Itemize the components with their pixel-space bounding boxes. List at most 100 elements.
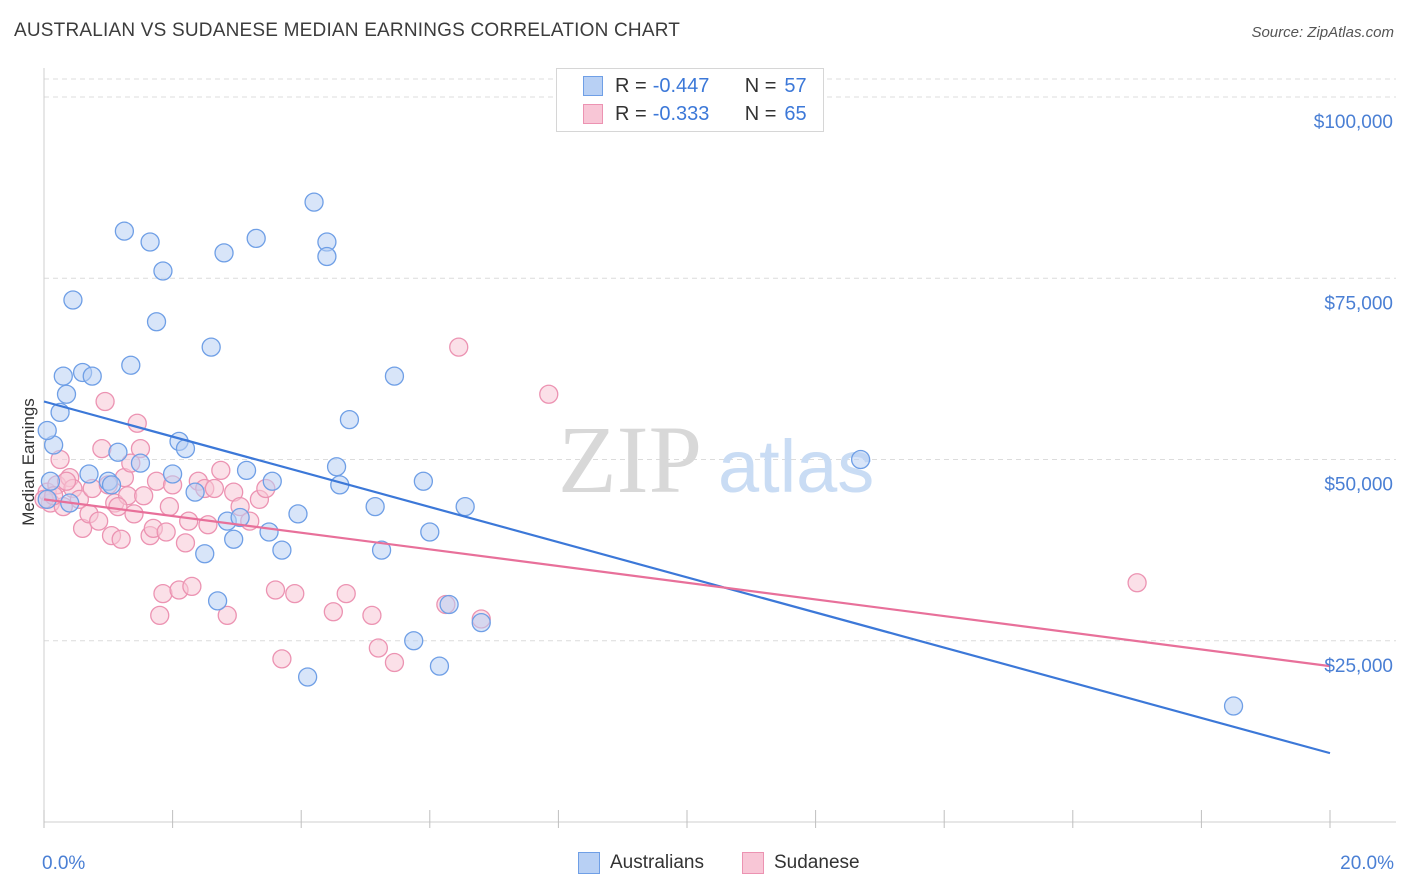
australians-point [429,656,450,676]
australians-points [37,192,1244,716]
chart-title: AUSTRALIAN VS SUDANESE MEDIAN EARNINGS C… [14,20,681,41]
sudanese-point [265,580,286,600]
australians-point [108,442,128,462]
sudanese-point [159,496,180,517]
australians-point [140,232,160,252]
australians-point [162,464,183,484]
australians-point [439,594,459,615]
watermark-atlas: atlas [718,425,874,508]
australians-point [297,667,318,687]
x-tick-label-left: 0.0% [42,853,85,874]
australians-point [384,366,405,386]
legend-n-value: 57 [784,74,807,97]
australians-point [201,337,221,357]
sudanese-point [285,583,305,604]
australians-point [101,475,122,495]
legend-row-sudanese: R = -0.333 N = 65 [583,101,807,127]
watermark: ZIP atlas [558,406,874,513]
australians-point [850,449,871,470]
australians-point [413,471,434,491]
australians-point [153,261,173,281]
australians-point [455,496,475,517]
australians-point [304,192,324,212]
australians-trend-line [43,400,1331,755]
x-tick-label-right: 20.0% [1340,853,1394,874]
sudanese-point [198,515,218,535]
australians-point [246,228,266,249]
legend-n-value: 65 [784,102,807,125]
legend-r-value: -0.333 [652,102,710,125]
australians-point [53,366,73,386]
sudanese-point [108,496,128,517]
australians-point [214,243,234,263]
australians-point [146,312,167,332]
legend-row-australians: R = -0.447 N = 57 [583,73,807,99]
australians-point [339,409,360,430]
sudanese-point [336,583,356,604]
series-legend-sudanese: Sudanese [742,852,860,874]
australians-point [317,246,337,267]
sudanese-point [124,504,144,524]
sudanese-trend-line [43,498,1331,668]
sudanese-point [368,638,389,658]
australians-point [63,290,83,310]
y-tick-label: $25,000 [1324,656,1393,677]
sudanese-point [182,576,202,597]
sudanese-point [362,605,382,626]
australians-point [195,544,215,564]
australians-point [259,522,279,542]
sudanese-point [92,438,112,459]
australians-point [288,504,308,524]
series-label-australians: Australians [610,852,704,873]
legend-r-value: -0.447 [652,74,710,97]
sudanese-point [134,486,154,506]
sudanese-point [179,511,199,531]
sudanese-point [153,583,173,604]
australians-point [471,612,491,633]
sudanese-point [1127,573,1147,593]
sudanese-point [384,652,405,673]
australians-point [1223,696,1244,716]
australians-point [121,355,141,375]
sudanese-point [204,478,225,499]
gridlines [44,78,1396,642]
australians-point [236,460,257,481]
sudanese-point [175,533,196,553]
australians-point [326,457,347,477]
australians-point [37,420,57,441]
source-label: Source: ZipAtlas.com [1251,24,1394,41]
sudanese-point [146,471,167,491]
series-swatch-pink [742,852,764,874]
sudanese-point [323,602,344,622]
tick-labels: $25,000 $50,000 $75,000 $100,000 0.0% 20.0% [42,112,1394,874]
legend-r-label: R = [615,74,647,97]
legend-n-label: N = [744,102,777,125]
sudanese-point [56,471,77,491]
trend-lines [43,400,1331,755]
australians-point [114,221,135,241]
legend-swatch-blue [583,76,603,96]
australians-point [420,522,440,542]
sudanese-point [95,391,115,412]
australians-point [82,366,102,386]
sudanese-point [217,605,237,626]
australians-point [224,529,244,549]
australians-point [371,540,392,560]
australians-point [40,471,61,491]
australians-point [56,384,77,404]
sudanese-point [539,384,559,404]
sudanese-point [89,511,109,531]
y-tick-label: $100,000 [1314,112,1393,133]
sudanese-point [111,529,131,549]
series-legend: Australians Sudanese [0,852,1406,878]
watermark-zip: ZIP [558,406,702,513]
legend-n-label: N = [744,74,777,97]
australians-point [272,540,292,560]
sudanese-point [211,460,231,481]
y-tick-label: $75,000 [1324,293,1393,314]
y-tick-label: $50,000 [1324,475,1393,496]
correlation-legend: R = -0.447 N = 57 R = -0.333 N = 65 [556,68,824,132]
legend-swatch-pink [583,104,603,124]
legend-r-label: R = [615,102,647,125]
